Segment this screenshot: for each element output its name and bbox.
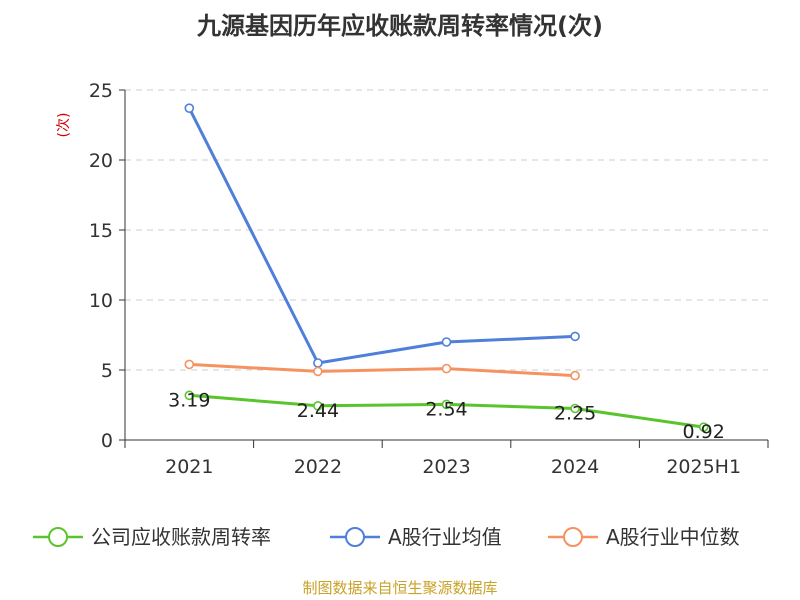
data-point-s1-2023 xyxy=(441,337,452,347)
data-point-s1-2021 xyxy=(184,103,195,113)
legend-marker-2 xyxy=(563,527,583,547)
y-tick-label-0: 0 xyxy=(101,430,113,452)
legend-label-0: 公司应收账款周转率 xyxy=(91,525,271,549)
data-point-s1-2022 xyxy=(313,358,323,368)
legend: 公司应收账款周转率 A股行业均值 A股行业中位数 xyxy=(33,525,740,549)
grid-lines xyxy=(125,89,768,371)
data-label-2023: 2.54 xyxy=(425,398,467,420)
axes: 0 5 10 15 20 25 2021 2022 2023 2024 2025H1 xyxy=(89,80,769,478)
data-point-s2-2024 xyxy=(570,370,580,381)
series-line-2 xyxy=(189,362,576,378)
data-label-2024: 2.25 xyxy=(554,403,596,425)
data-label-2021: 3.19 xyxy=(168,389,210,411)
legend-marker-0 xyxy=(48,527,68,547)
chart-title: 九源基因历年应收账款周转率情况(次) xyxy=(196,12,603,40)
data-label-2025H1: 0.92 xyxy=(683,421,725,443)
series-line-1 xyxy=(187,107,576,365)
data-label-2022: 2.44 xyxy=(297,400,339,422)
y-tick-label-10: 10 xyxy=(89,290,113,312)
x-tick-label-2023: 2023 xyxy=(422,456,470,478)
x-tick-label-2025H1: 2025H1 xyxy=(666,456,741,478)
y-tick-label-20: 20 xyxy=(89,150,113,172)
source-note: 制图数据来自恒生聚源数据库 xyxy=(302,579,497,597)
data-point-s2-2023 xyxy=(441,363,452,374)
data-point-s2-2021 xyxy=(184,359,195,370)
data-point-s0-2021 xyxy=(184,390,195,401)
y-tick-label-5: 5 xyxy=(101,360,113,382)
data-point-s2-2022 xyxy=(313,366,323,377)
data-point-s0-2022 xyxy=(313,401,323,411)
legend-label-1: A股行业均值 xyxy=(388,525,502,549)
x-tick-label-2021: 2021 xyxy=(165,456,213,478)
data-point-s0-2024 xyxy=(570,403,580,414)
data-point-s0-2023 xyxy=(441,399,452,410)
y-axis-unit-label: (次) xyxy=(56,113,72,138)
series-layer: 3.19 2.44 2.54 2.25 0.92 xyxy=(168,103,725,443)
legend-label-2: A股行业中位数 xyxy=(606,525,740,549)
y-tick-label-15: 15 xyxy=(89,220,113,242)
data-point-s1-2024 xyxy=(570,331,580,342)
data-point-s0-2025H1 xyxy=(698,422,709,432)
x-tick-label-2022: 2022 xyxy=(294,456,342,478)
y-tick-label-25: 25 xyxy=(89,80,113,102)
legend-marker-1 xyxy=(345,527,365,547)
x-tick-label-2024: 2024 xyxy=(551,456,599,478)
